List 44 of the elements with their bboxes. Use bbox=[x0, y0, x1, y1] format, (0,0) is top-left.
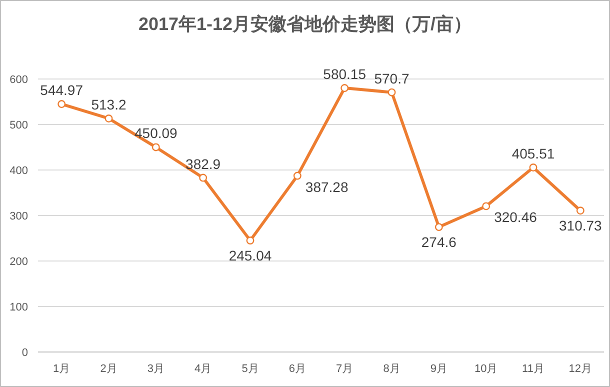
data-label: 245.04 bbox=[228, 248, 272, 264]
y-tick-label: 500 bbox=[10, 120, 28, 132]
y-tick-label: 600 bbox=[10, 74, 28, 86]
point bbox=[482, 202, 490, 210]
point bbox=[576, 206, 584, 215]
x-tick-label: 1月 bbox=[53, 363, 70, 375]
x-tick-label: 3月 bbox=[147, 363, 164, 375]
y-tick-label: 300 bbox=[10, 210, 28, 222]
x-tick-label: 6月 bbox=[288, 363, 306, 375]
point bbox=[104, 114, 113, 122]
y-tick-label: 0 bbox=[22, 347, 28, 359]
point bbox=[529, 164, 538, 172]
point bbox=[388, 88, 396, 96]
x-tick-label: 12月 bbox=[568, 363, 592, 375]
data-label: 310.73 bbox=[559, 218, 602, 234]
chart-title: 2017年1-12月安徽省地价走势图（万/亩） bbox=[138, 14, 472, 34]
data-label: 405.51 bbox=[512, 145, 555, 162]
point bbox=[293, 172, 302, 180]
data-label: 450.09 bbox=[134, 125, 178, 142]
data-label: 320.46 bbox=[494, 209, 538, 226]
point bbox=[152, 143, 160, 152]
y-tick-label: 100 bbox=[10, 302, 28, 314]
point bbox=[340, 84, 349, 92]
data-label: 570.7 bbox=[374, 70, 410, 86]
point bbox=[246, 236, 254, 244]
y-tick-label: 200 bbox=[10, 256, 28, 268]
y-tick-label: 400 bbox=[10, 165, 28, 177]
x-tick-label: 8月 bbox=[383, 363, 400, 375]
data-label: 387.28 bbox=[305, 178, 348, 195]
x-tick-label: 9月 bbox=[430, 363, 448, 375]
point bbox=[199, 174, 208, 182]
data-label: 544.97 bbox=[40, 82, 84, 98]
x-tick-label: 4月 bbox=[194, 363, 212, 375]
point bbox=[58, 100, 66, 108]
point bbox=[434, 223, 443, 232]
x-tick-label: 5月 bbox=[242, 363, 259, 375]
data-label: 274.6 bbox=[421, 234, 457, 250]
x-tick-label: 11月 bbox=[522, 363, 544, 375]
data-label: 382.9 bbox=[186, 156, 221, 172]
x-tick-label: 10月 bbox=[474, 363, 498, 375]
data-label: 513.2 bbox=[91, 96, 126, 112]
x-tick-label: 2月 bbox=[100, 363, 118, 375]
data-label: 580.15 bbox=[323, 66, 366, 82]
x-tick-label: 7月 bbox=[336, 363, 354, 375]
